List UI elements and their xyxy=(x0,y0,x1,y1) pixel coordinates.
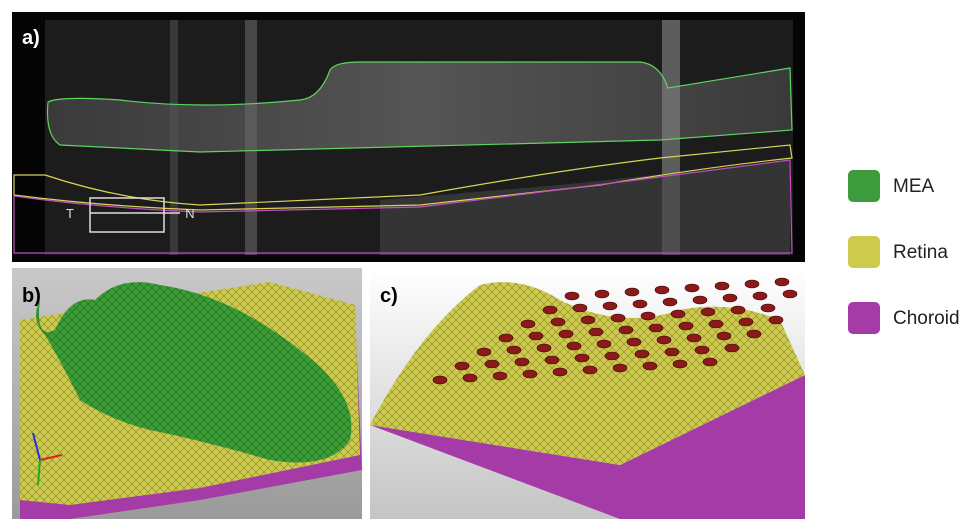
electrode xyxy=(627,338,641,346)
electrode xyxy=(565,292,579,300)
electrode xyxy=(515,358,529,366)
electrode xyxy=(499,334,513,342)
legend-label: MEA xyxy=(893,176,935,197)
electrode xyxy=(641,312,655,320)
electrode xyxy=(723,294,737,302)
electrode xyxy=(543,306,557,314)
electrode xyxy=(463,374,477,382)
panel-a: T N a) xyxy=(12,12,805,262)
electrode xyxy=(739,318,753,326)
electrode xyxy=(559,330,573,338)
electrode xyxy=(485,360,499,368)
electrode xyxy=(573,304,587,312)
legend-swatch xyxy=(848,170,880,202)
electrode xyxy=(695,346,709,354)
electrode xyxy=(605,352,619,360)
electrode xyxy=(553,368,567,376)
electrode xyxy=(529,332,543,340)
figure: T N a) b) c) MEA Retina Choroid xyxy=(0,0,975,519)
electrode xyxy=(537,344,551,352)
electrode xyxy=(657,336,671,344)
panel-b: b) xyxy=(12,268,362,519)
electrode xyxy=(433,376,447,384)
electrode xyxy=(635,350,649,358)
electrode xyxy=(761,304,775,312)
legend-swatch xyxy=(848,236,880,268)
electrode xyxy=(775,278,789,286)
electrode xyxy=(747,330,761,338)
panel-label: b) xyxy=(22,285,41,307)
electrode xyxy=(589,328,603,336)
electrode xyxy=(477,348,491,356)
electrode xyxy=(715,282,729,290)
electrode xyxy=(665,348,679,356)
oct-artifact xyxy=(245,20,257,255)
electrode xyxy=(523,370,537,378)
legend-swatch xyxy=(848,302,880,334)
electrode xyxy=(455,362,469,370)
legend-label: Retina xyxy=(893,242,948,263)
electrode xyxy=(753,292,767,300)
electrode xyxy=(655,286,669,294)
electrode xyxy=(663,298,677,306)
marker-n: N xyxy=(185,206,194,221)
panel-label: c) xyxy=(380,285,398,307)
legend: MEA Retina Choroid xyxy=(848,170,960,334)
electrode xyxy=(783,290,797,298)
electrode xyxy=(673,360,687,368)
electrode xyxy=(545,356,559,364)
electrode xyxy=(685,284,699,292)
electrode xyxy=(507,346,521,354)
electrode xyxy=(679,322,693,330)
electrode xyxy=(643,362,657,370)
electrode xyxy=(745,280,759,288)
electrode xyxy=(551,318,565,326)
electrode xyxy=(581,316,595,324)
electrode xyxy=(611,314,625,322)
electrode xyxy=(575,354,589,362)
electrode xyxy=(603,302,617,310)
electrode xyxy=(687,334,701,342)
electrode xyxy=(649,324,663,332)
electrode xyxy=(717,332,731,340)
electrode xyxy=(693,296,707,304)
electrode xyxy=(521,320,535,328)
electrode xyxy=(633,300,647,308)
electrode xyxy=(625,288,639,296)
electrode xyxy=(725,344,739,352)
electrode xyxy=(731,306,745,314)
electrode xyxy=(703,358,717,366)
electrode xyxy=(671,310,685,318)
electrode xyxy=(769,316,783,324)
electrode xyxy=(597,340,611,348)
marker-t: T xyxy=(66,206,74,221)
panel-c: c) xyxy=(370,268,805,519)
electrode xyxy=(709,320,723,328)
electrode xyxy=(701,308,715,316)
electrode xyxy=(613,364,627,372)
panel-label: a) xyxy=(22,27,40,49)
legend-label: Choroid xyxy=(893,308,960,329)
electrode xyxy=(583,366,597,374)
electrode xyxy=(567,342,581,350)
electrode xyxy=(619,326,633,334)
electrode xyxy=(493,372,507,380)
oct-artifact xyxy=(170,20,178,255)
electrode xyxy=(595,290,609,298)
